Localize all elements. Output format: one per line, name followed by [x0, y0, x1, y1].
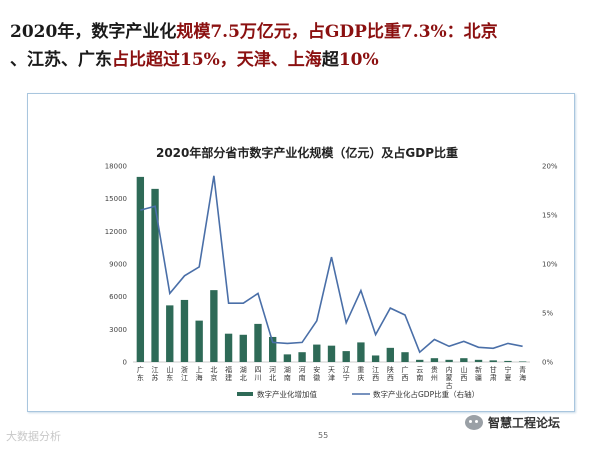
category-label: 新疆	[475, 365, 482, 382]
slide-headline: 2020年，数字产业化规模7.5万亿元，占GDP比重7.3%：北京 、江苏、广东…	[10, 18, 595, 74]
watermark-right-text: 智慧工程论坛	[488, 416, 561, 430]
watermark-right: 智慧工程论坛	[465, 414, 560, 431]
legend: 数字产业化增加值 数字产业化占GDP比重（右轴）	[237, 389, 479, 399]
right-axis: 0% 5% 10% 15% 20%	[542, 163, 558, 367]
page-number: 55	[318, 431, 329, 440]
bar	[269, 336, 277, 362]
category-label: 甘肃	[490, 365, 497, 382]
bar	[416, 359, 424, 362]
headline-part-5: 超	[321, 50, 339, 70]
category-label: 江苏	[152, 366, 159, 382]
category-label: 河北	[269, 366, 276, 382]
headline-part-2: 规模7.5万亿元，占GDP比重7.3%：北京	[176, 22, 498, 42]
left-tick-label: 12000	[105, 228, 127, 236]
bar	[445, 359, 453, 362]
bar	[136, 176, 145, 362]
bar	[489, 360, 497, 362]
bar	[327, 345, 336, 362]
category-label: 辽宁	[343, 366, 350, 382]
bar	[298, 352, 306, 362]
watermark-left: 大数据分析	[6, 430, 61, 443]
right-tick-label: 0%	[542, 359, 553, 367]
bar	[195, 320, 203, 362]
bar	[357, 342, 365, 362]
bar	[210, 290, 218, 362]
right-tick-label: 10%	[542, 261, 558, 269]
right-tick-label: 20%	[542, 163, 558, 171]
category-label: 重庆	[357, 366, 364, 382]
headline-part-1: 2020年，数字产业化	[10, 22, 177, 42]
category-label: 湖北	[240, 365, 247, 382]
bar	[313, 344, 321, 362]
bar	[430, 358, 439, 362]
category-label: 浙江	[181, 365, 188, 382]
category-label: 山东	[166, 365, 173, 382]
category-label: 云南	[416, 366, 423, 382]
left-tick-label: 15000	[105, 195, 127, 203]
category-label: 江西	[372, 366, 379, 382]
category-label: 四川	[254, 366, 261, 382]
category-label: 广东	[137, 365, 144, 382]
category-label: 陕西	[387, 365, 394, 382]
category-label: 天津	[328, 366, 335, 382]
left-tick-label: 18000	[105, 163, 127, 171]
category-label: 广西	[402, 365, 409, 382]
category-label: 青海	[519, 365, 526, 382]
bar	[239, 334, 247, 362]
legend-bar-label: 数字产业化增加值	[257, 389, 317, 399]
bar	[401, 352, 409, 362]
category-label: 贵州	[431, 365, 438, 382]
category-label: 上海	[196, 365, 203, 382]
share-line	[140, 175, 523, 354]
legend-bar-swatch	[237, 392, 253, 396]
bar	[151, 188, 159, 362]
headline-part-6: 10%	[338, 50, 379, 70]
bar	[504, 360, 512, 362]
right-tick-label: 5%	[542, 310, 553, 318]
bar	[518, 361, 527, 362]
category-label: 北京	[210, 366, 217, 382]
wechat-icon	[465, 415, 483, 430]
left-tick-label: 3000	[109, 326, 127, 334]
left-tick-label: 0	[123, 359, 127, 367]
bar	[180, 299, 189, 362]
category-label: 河南	[299, 366, 306, 382]
category-label: 湖南	[284, 365, 291, 382]
line-series	[140, 175, 523, 354]
left-tick-label: 6000	[109, 293, 127, 301]
headline-part-3: 、江苏、广东	[10, 50, 112, 70]
bar	[283, 354, 292, 362]
bar	[224, 333, 233, 362]
bar	[371, 355, 380, 362]
legend-line-label: 数字产业化占GDP比重（右轴）	[373, 389, 479, 399]
category-label: 山西	[460, 365, 467, 382]
headline-part-4: 占比超过15%，天津、上海	[112, 50, 322, 70]
category-label: 内蒙古	[446, 365, 453, 390]
category-label: 安徽	[313, 365, 320, 382]
left-tick-label: 9000	[109, 261, 127, 269]
bar-series	[136, 176, 527, 362]
right-tick-label: 15%	[542, 212, 558, 220]
chart-title: 2020年部分省市数字产业化规模（亿元）及占GDP比重	[156, 145, 458, 160]
bar	[474, 359, 483, 362]
category-labels: 广东江苏山东浙江上海北京福建湖北四川河北湖南河南安徽天津辽宁重庆江西陕西广西云南…	[137, 365, 526, 390]
category-label: 宁夏	[504, 365, 511, 382]
bar	[460, 358, 468, 362]
bar	[342, 351, 350, 362]
bar	[386, 347, 394, 362]
bar	[166, 305, 174, 362]
bar	[254, 323, 262, 362]
category-label: 福建	[225, 365, 232, 382]
